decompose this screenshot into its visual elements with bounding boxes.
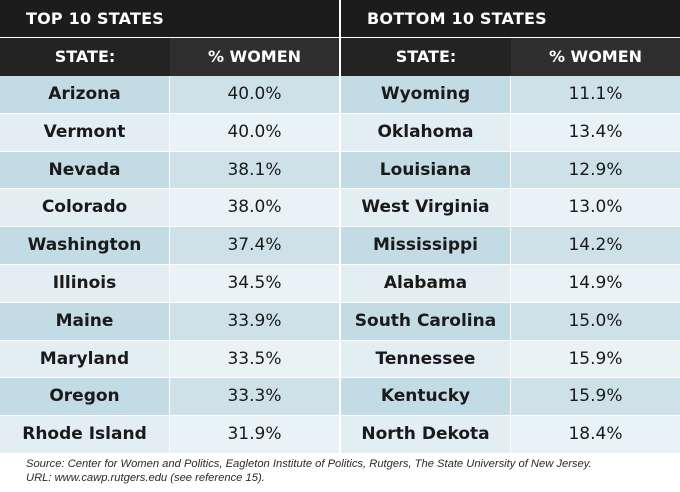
table-row: Kentucky 15.9%: [341, 378, 680, 417]
top-10-rows: Arizona 40.0% Vermont 40.0% Nevada 38.1% Color…: [0, 76, 339, 454]
top-10-column-header: STATE: % WOMEN: [0, 38, 339, 76]
table-row: Oklahoma 13.4%: [341, 113, 680, 152]
pct-women-cell: 13.4%: [511, 113, 680, 151]
table-row: Mississippi 14.2%: [341, 227, 680, 265]
table-row: West Virginia 13.0%: [341, 189, 680, 228]
pct-women-cell: 12.9%: [511, 151, 680, 189]
pct-women-cell: 40.0%: [170, 113, 339, 151]
state-name-cell: Mississippi: [341, 227, 511, 264]
table-row: Arizona 40.0%: [0, 76, 339, 114]
table-row: Louisiana 12.9%: [341, 151, 680, 190]
state-name-cell: Vermont: [0, 113, 170, 151]
source-footer: Source: Center for Women and Politics, E…: [26, 457, 666, 485]
pct-women-cell: 38.1%: [170, 151, 339, 189]
pct-women-cell: 37.4%: [170, 227, 339, 264]
top-10-states-panel: TOP 10 STATES STATE: % WOMEN Arizona 40.0…: [0, 0, 339, 454]
table-row: Maine 33.9%: [0, 302, 339, 341]
pct-women-cell: 38.0%: [170, 189, 339, 227]
table-row: Vermont 40.0%: [0, 113, 339, 152]
pct-women-cell: 14.2%: [511, 227, 680, 264]
table-row: Illinois 34.5%: [0, 264, 339, 303]
table-row: North Dekota 18.4%: [341, 416, 680, 454]
state-name-cell: Nevada: [0, 151, 170, 189]
pct-women-cell: 34.5%: [170, 264, 339, 302]
pct-women-cell: 33.3%: [170, 378, 339, 416]
pct-women-cell: 15.0%: [511, 302, 680, 340]
bottom-10-column-header: STATE: % WOMEN: [341, 38, 680, 76]
state-name-cell: North Dekota: [341, 416, 511, 453]
state-name-cell: South Carolina: [341, 302, 511, 340]
pct-women-cell: 31.9%: [170, 416, 339, 453]
table-row: Tennessee 15.9%: [341, 340, 680, 379]
pct-women-cell: 15.9%: [511, 340, 680, 378]
state-name-cell: West Virginia: [341, 189, 511, 227]
state-column-header: STATE:: [0, 38, 170, 76]
table-row: Nevada 38.1%: [0, 151, 339, 190]
pct-women-cell: 11.1%: [511, 76, 680, 113]
state-name-cell: Maine: [0, 302, 170, 340]
table-row: Colorado 38.0%: [0, 189, 339, 228]
state-name-cell: Tennessee: [341, 340, 511, 378]
pct-women-column-header: % WOMEN: [511, 38, 680, 76]
pct-women-cell: 33.9%: [170, 302, 339, 340]
pct-women-cell: 15.9%: [511, 378, 680, 416]
table-row: Rhode Island 31.9%: [0, 416, 339, 454]
pct-women-cell: 13.0%: [511, 189, 680, 227]
state-column-header: STATE:: [341, 38, 511, 76]
pct-women-cell: 18.4%: [511, 416, 680, 453]
pct-women-column-header: % WOMEN: [170, 38, 339, 76]
panel-divider: [339, 0, 341, 455]
table-row: Wyoming 11.1%: [341, 76, 680, 114]
table-row: South Carolina 15.0%: [341, 302, 680, 341]
state-name-cell: Maryland: [0, 340, 170, 378]
state-name-cell: Oklahoma: [341, 113, 511, 151]
top-10-title: TOP 10 STATES: [0, 0, 339, 37]
table-row: Alabama 14.9%: [341, 264, 680, 303]
state-name-cell: Arizona: [0, 76, 170, 113]
pct-women-cell: 14.9%: [511, 264, 680, 302]
pct-women-cell: 33.5%: [170, 340, 339, 378]
bottom-10-rows: Wyoming 11.1% Oklahoma 13.4% Louisiana 12.9% W…: [341, 76, 680, 454]
state-name-cell: Kentucky: [341, 378, 511, 416]
table-row: Oregon 33.3%: [0, 378, 339, 417]
table-row: Maryland 33.5%: [0, 340, 339, 379]
state-name-cell: Illinois: [0, 264, 170, 302]
state-name-cell: Rhode Island: [0, 416, 170, 453]
source-text: Source: Center for Women and Politics, E…: [26, 458, 592, 470]
source-url: URL: www.cawp.rutgers.edu (see reference…: [26, 472, 265, 484]
bottom-10-states-panel: BOTTOM 10 STATES STATE: % WOMEN Wyoming 1…: [341, 0, 680, 454]
table-row: Washington 37.4%: [0, 227, 339, 265]
state-name-cell: Wyoming: [341, 76, 511, 113]
state-name-cell: Louisiana: [341, 151, 511, 189]
state-name-cell: Washington: [0, 227, 170, 264]
pct-women-cell: 40.0%: [170, 76, 339, 113]
state-name-cell: Colorado: [0, 189, 170, 227]
state-name-cell: Alabama: [341, 264, 511, 302]
state-name-cell: Oregon: [0, 378, 170, 416]
bottom-10-title: BOTTOM 10 STATES: [341, 0, 680, 37]
